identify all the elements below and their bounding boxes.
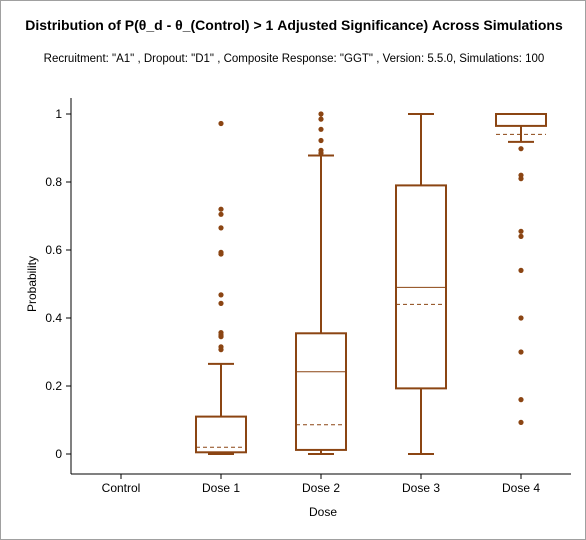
chart-subtitle: Recruitment: "A1" , Dropout: "D1" , Comp… <box>44 53 545 65</box>
outlier-point-dose-4 <box>518 176 524 182</box>
outlier-point-dose-1 <box>218 347 224 353</box>
y-tick-label: 1 <box>55 107 62 121</box>
chart-title: Distribution of P(θ_d - θ_(Control) > 1 … <box>25 17 563 33</box>
outlier-point-dose-1 <box>218 251 224 257</box>
outlier-point-dose-1 <box>218 120 224 127</box>
outlier-point-dose-1 <box>218 334 224 340</box>
outlier-point-dose-4 <box>518 146 524 152</box>
x-tick-label: Dose 1 <box>202 481 240 495</box>
outlier-point-dose-2 <box>318 150 324 156</box>
outlier-point-dose-1 <box>218 292 224 298</box>
y-tick-label: 0.8 <box>45 175 62 189</box>
box-dose-3 <box>395 184 447 390</box>
box-dose-1 <box>195 415 247 454</box>
outlier-point-dose-1 <box>218 211 224 217</box>
x-tick-label: Dose 3 <box>402 481 440 495</box>
box-dose-4 <box>495 113 547 127</box>
outlier-point-dose-4 <box>518 349 524 355</box>
plot-area: 0 0.2 0.4 0.6 0.8 1 Control Dose 1 Dose 2 Dose 3 D… <box>45 98 571 495</box>
outlier-point-dose-4 <box>518 419 524 425</box>
outlier-point-dose-4 <box>518 233 524 239</box>
x-tick-label: Dose 2 <box>302 481 340 495</box>
y-tick-label: 0 <box>55 447 62 461</box>
y-tick-label: 0.2 <box>45 379 62 393</box>
x-axis-label: Dose <box>309 505 337 519</box>
outlier-point-dose-2 <box>318 111 324 117</box>
outlier-point-dose-2 <box>318 137 324 144</box>
outlier-point-dose-1 <box>218 300 224 306</box>
x-tick-label: Dose 4 <box>502 481 540 495</box>
outlier-point-dose-4 <box>518 397 524 403</box>
y-axis-label: Probability <box>25 256 39 312</box>
outlier-point-dose-1 <box>218 206 224 212</box>
box-dose-2 <box>295 332 347 451</box>
outlier-point-dose-1 <box>218 225 224 231</box>
outlier-point-dose-4 <box>518 228 524 234</box>
outlier-point-dose-2 <box>318 116 324 122</box>
outlier-point-dose-2 <box>318 126 324 132</box>
outlier-point-dose-4 <box>518 267 524 273</box>
y-tick-label: 0.6 <box>45 243 62 257</box>
y-tick-label: 0.4 <box>45 311 62 325</box>
outlier-point-dose-4 <box>518 315 524 321</box>
x-tick-label: Control <box>102 481 141 495</box>
